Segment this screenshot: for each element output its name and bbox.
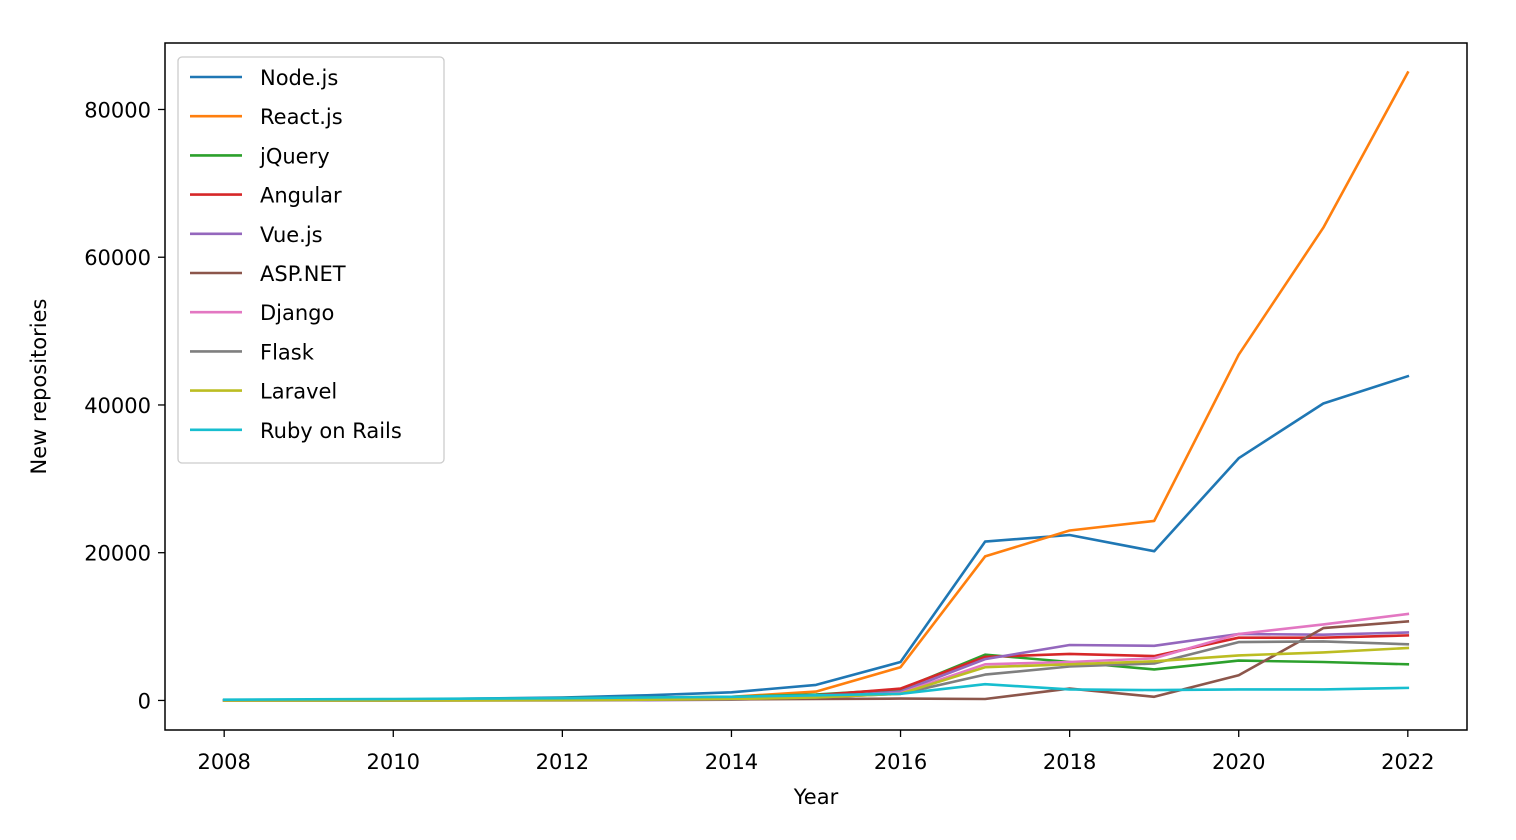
x-axis-label: Year bbox=[793, 785, 839, 809]
series-line-ruby-on-rails bbox=[222, 682, 1410, 702]
legend-item-flask: Flask bbox=[190, 340, 315, 364]
legend-frame bbox=[177, 56, 445, 464]
legend-item-react-js: React.js bbox=[190, 105, 343, 129]
legend-item-vue-js: Vue.js bbox=[190, 223, 323, 247]
x-tick-label: 2010 bbox=[367, 750, 420, 774]
series-layer bbox=[222, 70, 1410, 702]
legend-label: ASP.NET bbox=[260, 262, 346, 286]
legend-label: Node.js bbox=[260, 66, 338, 90]
y-tick-label: 20000 bbox=[84, 542, 151, 566]
legend-label: Ruby on Rails bbox=[260, 419, 402, 443]
x-axis-ticks: 2008 2010 2012 2014 2016 2018 2020 2022 bbox=[197, 730, 1435, 774]
x-tick-label: 2012 bbox=[536, 750, 589, 774]
legend-item-asp-net: ASP.NET bbox=[190, 262, 346, 286]
y-tick-label: 0 bbox=[138, 689, 151, 713]
y-axis-ticks: 0 20000 40000 60000 80000 bbox=[84, 98, 165, 713]
x-tick-label: 2008 bbox=[197, 750, 250, 774]
y-tick-label: 60000 bbox=[84, 246, 151, 270]
legend-item-ruby-on-rails: Ruby on Rails bbox=[190, 419, 402, 443]
legend-label: jQuery bbox=[259, 144, 330, 168]
x-tick-label: 2016 bbox=[874, 750, 927, 774]
x-tick-label: 2022 bbox=[1381, 750, 1434, 774]
legend-item-django: Django bbox=[190, 301, 334, 325]
y-axis-label: New repositories bbox=[27, 299, 51, 475]
x-tick-label: 2014 bbox=[705, 750, 758, 774]
x-tick-label: 2018 bbox=[1043, 750, 1096, 774]
y-tick-label: 80000 bbox=[84, 98, 151, 122]
legend-label: Django bbox=[260, 301, 334, 325]
plot-frame bbox=[164, 42, 1468, 731]
legend-label: React.js bbox=[260, 105, 343, 129]
series-line-laravel bbox=[222, 646, 1410, 702]
legend-label: Angular bbox=[260, 184, 342, 208]
y-tick-label: 40000 bbox=[84, 394, 151, 418]
legend-label: Vue.js bbox=[260, 223, 323, 247]
legend-item-angular: Angular bbox=[190, 184, 342, 208]
legend-item-jquery: jQuery bbox=[190, 144, 330, 168]
legend-label: Flask bbox=[260, 340, 315, 364]
legend-item-laravel: Laravel bbox=[190, 380, 337, 404]
x-tick-label: 2020 bbox=[1212, 750, 1265, 774]
legend-label: Laravel bbox=[260, 380, 337, 404]
legend-item-node-js: Node.js bbox=[190, 66, 338, 90]
legend: Node.js React.js jQuery Angular Vue.js ASP.NE… bbox=[177, 56, 445, 464]
